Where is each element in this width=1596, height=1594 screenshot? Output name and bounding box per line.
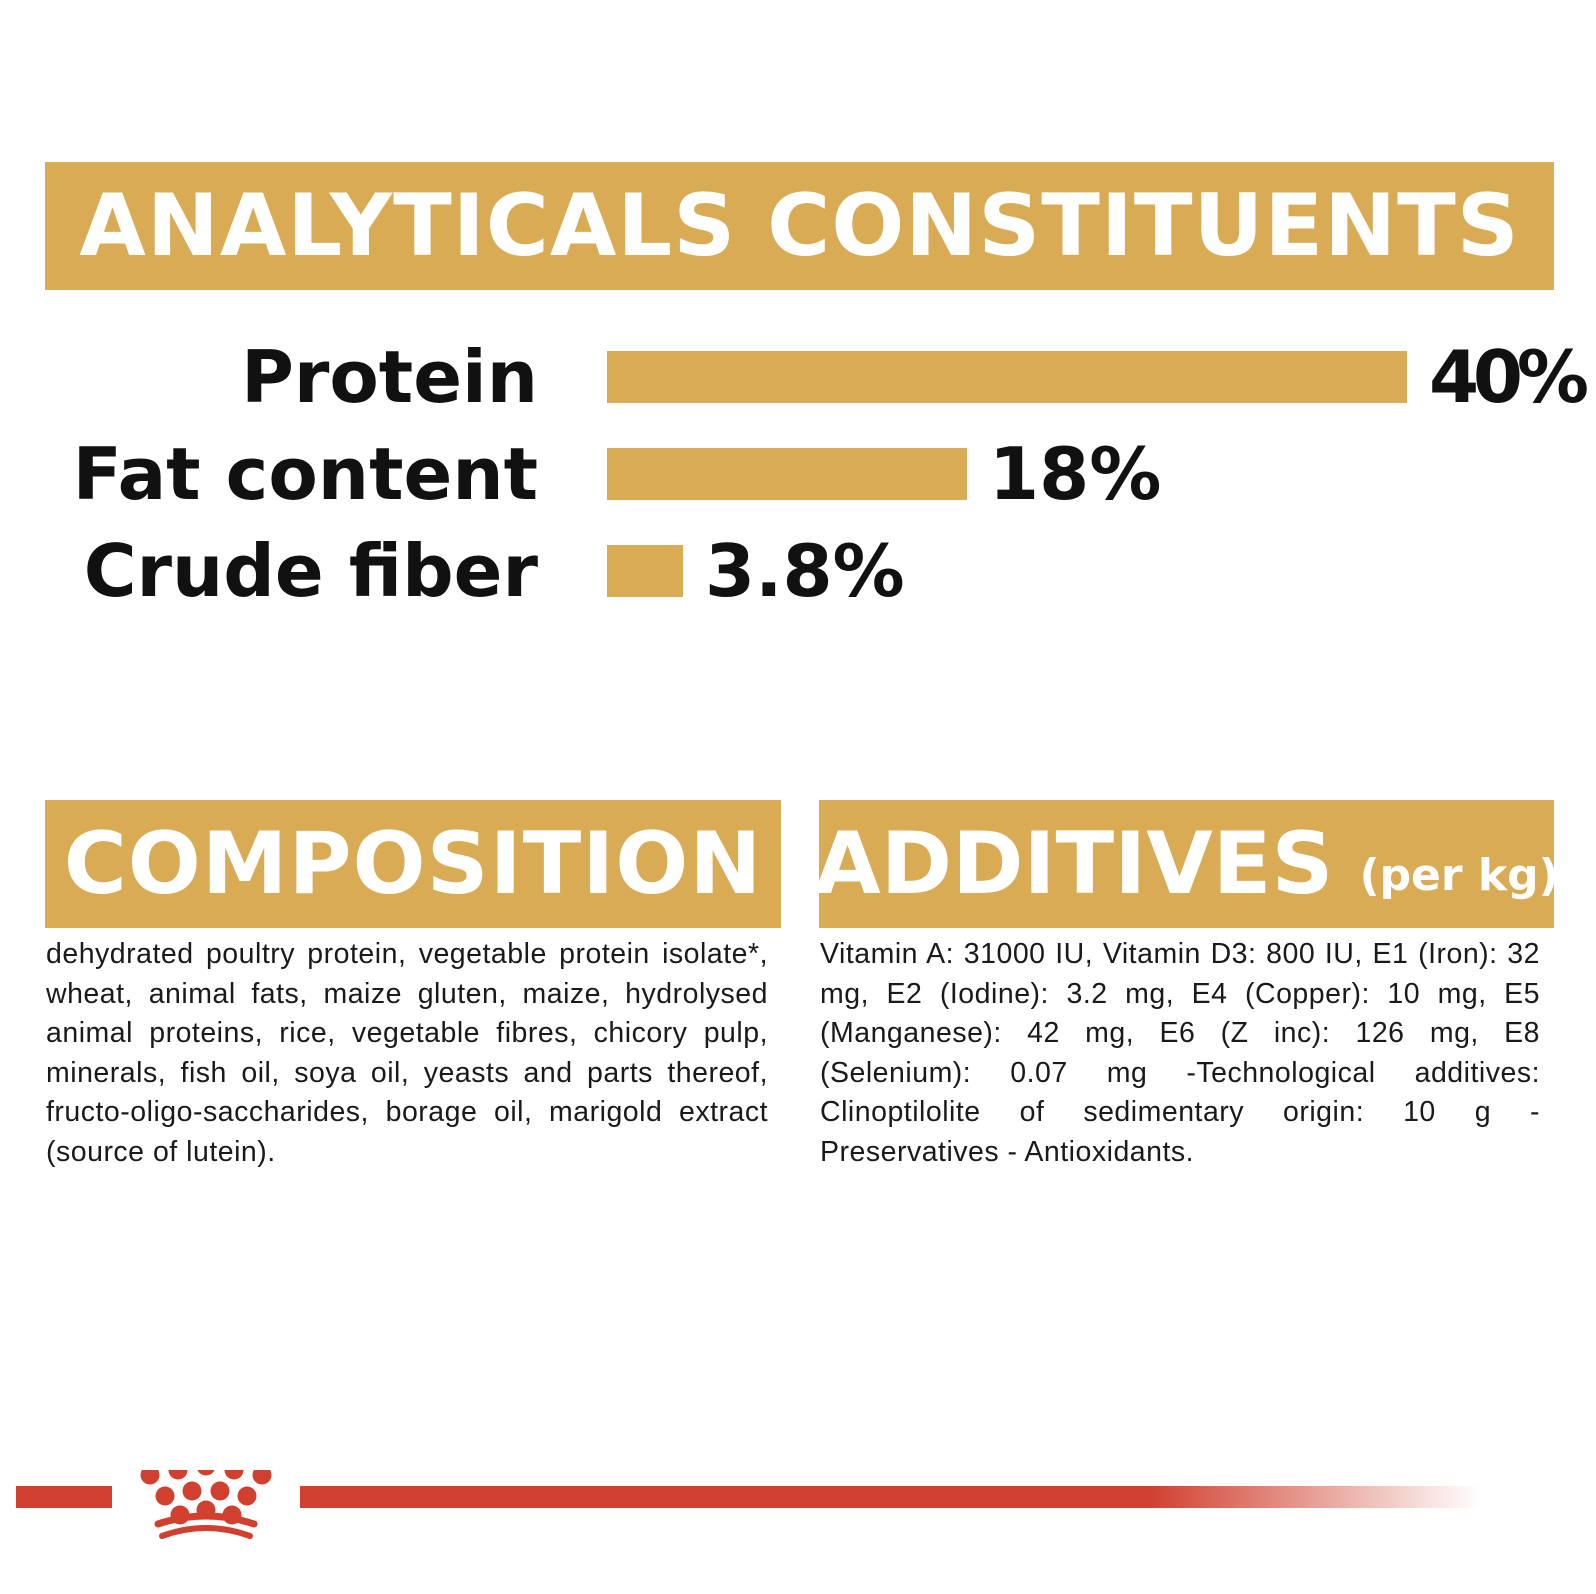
crown-icon bbox=[140, 1470, 272, 1539]
category-label: Protein bbox=[241, 335, 538, 419]
composition-title: COMPOSITION bbox=[63, 814, 763, 914]
value-label: 40% bbox=[1429, 335, 1589, 419]
composition-banner: COMPOSITION bbox=[45, 800, 781, 928]
footer-stripe-left bbox=[16, 1486, 112, 1508]
additives-banner: ADDITIVES (per kg) bbox=[814, 800, 1559, 928]
category-label: Fat content bbox=[73, 432, 538, 516]
category-label: Crude fiber bbox=[84, 529, 539, 613]
analytical-constituents-title: ANALYTICALS CONSTITUENTS bbox=[79, 176, 1520, 276]
footer-brand-bar bbox=[16, 1470, 1480, 1539]
composition-text: dehydrated poultry protein, vegetable pr… bbox=[46, 938, 768, 1168]
bar bbox=[607, 351, 1407, 403]
additives-title: ADDITIVES bbox=[814, 814, 1334, 914]
additives-subtitle: (per kg) bbox=[1359, 849, 1559, 901]
value-label: 3.8% bbox=[705, 529, 905, 613]
bar bbox=[607, 545, 683, 597]
bar bbox=[607, 448, 967, 500]
value-label: 18% bbox=[989, 432, 1161, 516]
additives-text: Vitamin A: 31000 IU, Vitamin D3: 800 IU,… bbox=[820, 938, 1540, 1168]
analytical-bar-chart: Protein 40% Fat content 18% Crude fiber 3.8% bbox=[73, 335, 1589, 613]
analytical-constituents-banner: ANALYTICALS CONSTITUENTS bbox=[45, 162, 1554, 290]
footer-stripe-right bbox=[300, 1486, 1480, 1508]
